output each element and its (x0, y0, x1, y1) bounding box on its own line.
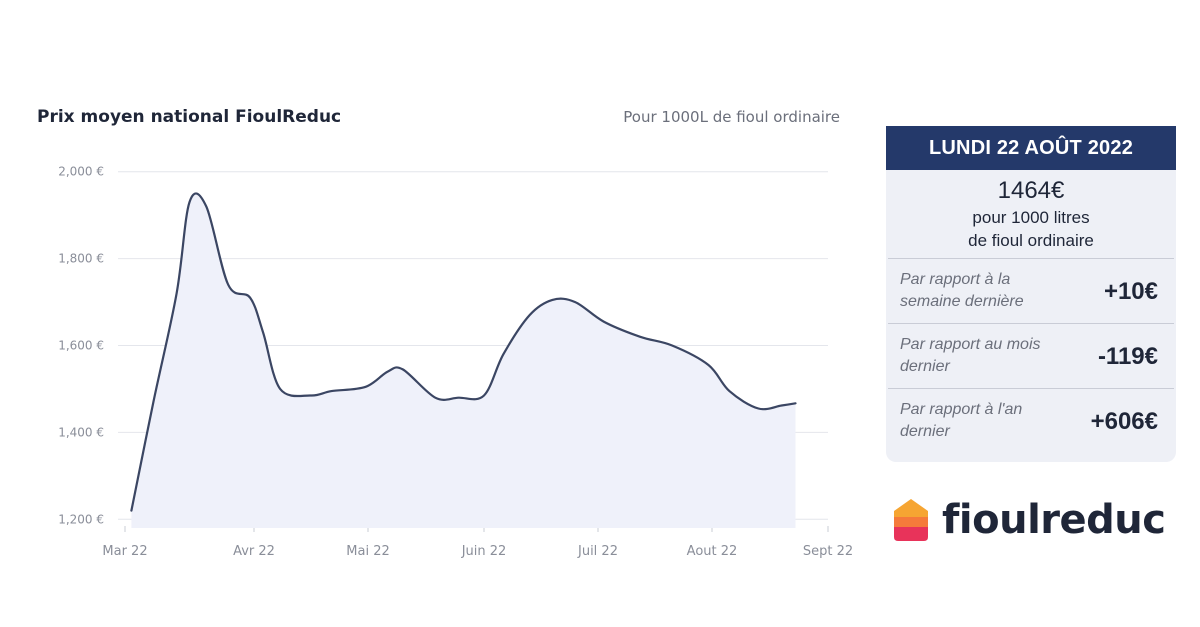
x-tick-label: Sept 22 (803, 544, 853, 559)
compare-year-row: Par rapport à l'an dernier +606€ (888, 388, 1174, 453)
current-price-block: 1464€ pour 1000 litres de fioul ordinair… (886, 170, 1176, 258)
y-tick-label: 1,200 € (58, 512, 104, 526)
y-tick-label: 2,000 € (58, 165, 104, 179)
chart-subtitle: Pour 1000L de fioul ordinaire (623, 108, 840, 126)
x-tick-label: Juin 22 (461, 544, 507, 559)
x-tick-label: Aout 22 (687, 544, 738, 559)
compare-week-label: Par rapport à la semaine dernière (900, 271, 1024, 310)
compare-year-label: Par rapport à l'an dernier (900, 401, 1023, 440)
compare-month-row: Par rapport au mois dernier -119€ (888, 323, 1174, 388)
series-line (130, 192, 797, 512)
y-tick-label: 1,600 € (58, 339, 104, 353)
compare-month-label: Par rapport au mois dernier (900, 336, 1041, 375)
price-chart: 1,200 € 1,400 € 1,600 € 1,800 € 2,000 € Mar 2… (58, 165, 853, 559)
compare-week-value: +10€ (1103, 278, 1158, 305)
chart-title: Prix moyen national FioulReduc (37, 107, 342, 127)
price-unit-line2: de fioul ordinaire (968, 231, 1094, 250)
compare-year-value: +606€ (1090, 408, 1158, 435)
compare-month-value: -119€ (1097, 343, 1158, 370)
date-header: LUNDI 22 AOÛT 2022 (886, 126, 1176, 170)
house-logo-icon (894, 499, 928, 541)
y-tick-label: 1,400 € (58, 425, 104, 439)
y-tick-label: 1,800 € (58, 252, 104, 266)
price-unit-line1: pour 1000 litres (972, 208, 1090, 227)
compare-week-row: Par rapport à la semaine dernière +10€ (888, 258, 1174, 323)
x-tick-label: Mar 22 (102, 544, 147, 559)
series-area (131, 193, 796, 528)
x-tick-label: Avr 22 (233, 544, 275, 559)
fioulreduc-logo: fioulreduc (890, 495, 1180, 545)
current-price: 1464€ (997, 177, 1065, 204)
logo-wordmark: fioulreduc (942, 497, 1166, 543)
x-tick-label: Mai 22 (346, 544, 389, 559)
price-summary-card: LUNDI 22 AOÛT 2022 1464€ pour 1000 litre… (886, 126, 1176, 462)
x-tick-label: Juil 22 (577, 544, 618, 559)
